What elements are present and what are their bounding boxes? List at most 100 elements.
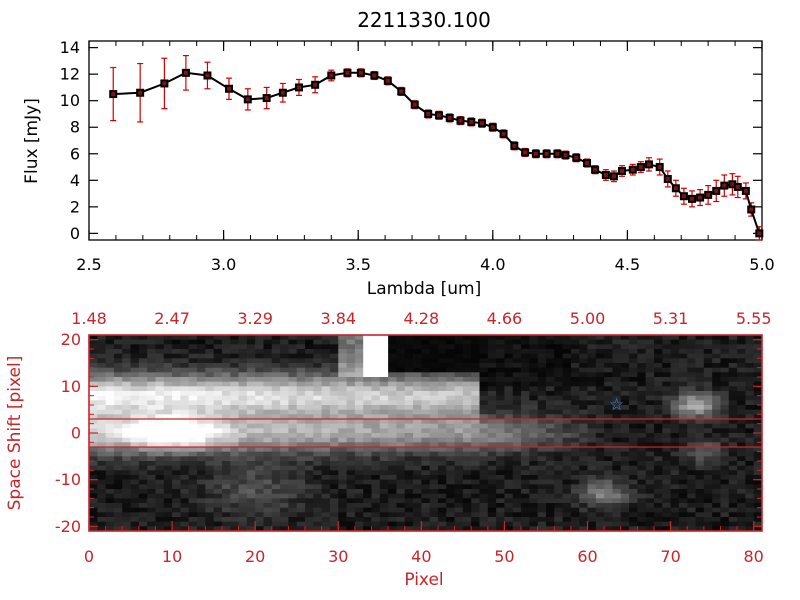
image-cell: [462, 335, 472, 341]
image-cell: [562, 409, 572, 415]
image-cell: [653, 465, 663, 471]
image-cell: [305, 349, 314, 355]
image-cell: [396, 507, 406, 513]
image-cell: [363, 367, 372, 373]
image-cell: [637, 428, 647, 434]
image-cell: [562, 484, 572, 490]
image-cell: [205, 339, 215, 345]
image-cell: [653, 484, 663, 490]
image-cell: [454, 433, 464, 439]
image-cell: [205, 489, 215, 495]
image-cell: [645, 349, 655, 355]
image-cell: [604, 433, 613, 439]
image-cell: [745, 391, 755, 397]
image-cell: [604, 512, 613, 518]
image-cell: [130, 470, 140, 476]
image-cell: [147, 475, 156, 481]
image-cell: [587, 391, 597, 397]
image-cell: [645, 419, 655, 425]
image-cell: [579, 363, 588, 369]
image-cell: [346, 353, 356, 359]
image-cell: [379, 409, 389, 415]
image-cell: [280, 405, 289, 411]
image-cell: [579, 358, 588, 364]
image-cell: [321, 521, 331, 527]
image-cell: [147, 428, 156, 434]
image-cell: [529, 409, 539, 415]
image-cell: [479, 349, 489, 355]
image-cell: [180, 358, 190, 364]
image-cell: [338, 405, 347, 411]
image-cell: [587, 423, 597, 429]
image-cell: [612, 414, 622, 420]
image-cell: [595, 391, 605, 397]
image-cell: [197, 447, 206, 453]
image-cell: [155, 493, 165, 499]
image-cell: [612, 400, 622, 406]
image-cell: [388, 479, 397, 485]
image-cell: [238, 498, 248, 504]
image-cell: [205, 465, 215, 471]
image-cell: [595, 353, 605, 359]
image-cell: [313, 493, 323, 499]
image-cell: [645, 489, 655, 495]
image-cell: [213, 381, 223, 387]
image-x-tick-label: 80: [744, 547, 764, 566]
image-cell: [570, 465, 580, 471]
image-cell: [363, 456, 372, 462]
image-cell: [113, 395, 123, 401]
image-cell: [363, 451, 372, 457]
image-cell: [113, 381, 123, 387]
image-cell: [678, 470, 688, 476]
image-cell: [155, 507, 165, 513]
image-cell: [296, 456, 306, 462]
image-cell: [130, 493, 140, 499]
image-cell: [462, 433, 472, 439]
image-cell: [529, 423, 539, 429]
image-cell: [246, 386, 256, 392]
image-cell: [404, 353, 414, 359]
image-cell: [670, 437, 680, 443]
image-cell: [363, 414, 372, 420]
image-cell: [363, 363, 372, 369]
image-cell: [595, 456, 605, 462]
image-x-tick-label: 0: [84, 547, 94, 566]
image-cell: [138, 521, 148, 527]
image-cell: [305, 339, 314, 345]
image-cell: [670, 381, 680, 387]
image-cell: [105, 451, 115, 457]
image-cell: [396, 409, 406, 415]
image-cell: [288, 419, 298, 425]
image-cell: [521, 489, 530, 495]
image-cell: [629, 479, 638, 485]
image-cell: [720, 363, 730, 369]
image-cell: [163, 484, 173, 490]
image-cell: [471, 470, 480, 476]
image-cell: [695, 358, 705, 364]
image-cell: [180, 498, 190, 504]
image-cell: [197, 400, 206, 406]
image-cell: [745, 456, 755, 462]
image-cell: [338, 423, 347, 429]
image-cell: [404, 512, 414, 518]
image-cell: [471, 386, 480, 392]
image-cell: [338, 367, 347, 373]
image-cell: [737, 391, 746, 397]
image-cell: [662, 381, 672, 387]
image-cell: [321, 349, 331, 355]
image-cell: [554, 456, 563, 462]
image-cell: [471, 526, 480, 532]
spectrum-point-core: [345, 70, 350, 75]
image-cell: [454, 363, 464, 369]
image-cell: [130, 400, 140, 406]
image-cell: [413, 512, 422, 518]
image-cell: [89, 363, 98, 369]
image-cell: [338, 363, 347, 369]
image-cell: [687, 395, 696, 401]
image-cell: [687, 456, 696, 462]
image-cell: [404, 470, 414, 476]
image-cell: [338, 335, 347, 341]
image-cell: [329, 372, 339, 378]
image-cell: [246, 517, 256, 523]
image-cell: [487, 419, 497, 425]
